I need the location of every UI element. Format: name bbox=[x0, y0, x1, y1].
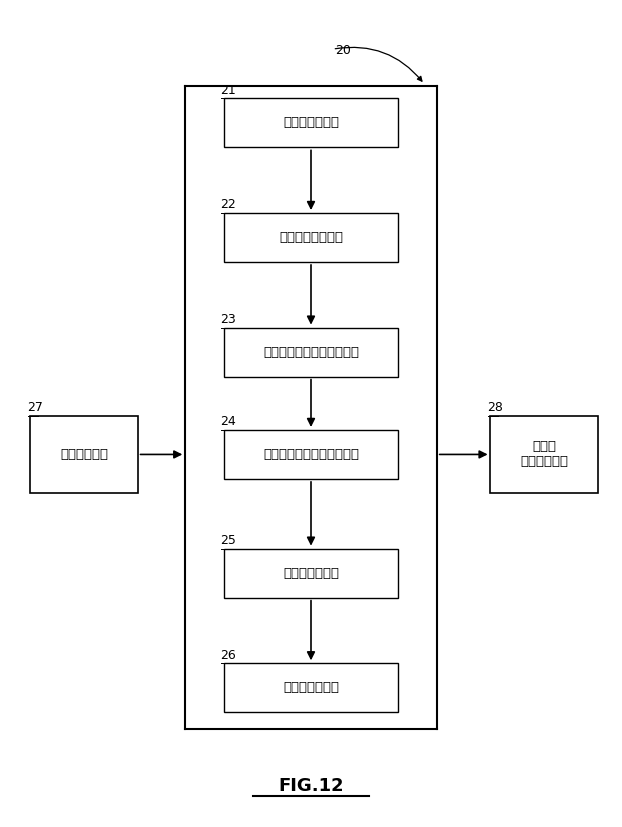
Bar bbox=[223, 430, 399, 479]
Bar bbox=[223, 327, 399, 376]
Text: 製品を組立てる: 製品を組立てる bbox=[283, 681, 339, 694]
Bar bbox=[223, 548, 399, 598]
Text: 21: 21 bbox=[220, 84, 236, 97]
Bar bbox=[30, 415, 137, 494]
Bar bbox=[491, 415, 598, 494]
Text: FIG.12: FIG.12 bbox=[278, 777, 344, 795]
Text: 20: 20 bbox=[335, 45, 351, 57]
Text: 23: 23 bbox=[220, 313, 236, 326]
Text: 25: 25 bbox=[220, 534, 236, 547]
Bar bbox=[223, 663, 399, 712]
Text: 焼結した成形物を仕上げる: 焼結した成形物を仕上げる bbox=[263, 448, 359, 461]
Text: 設計仕様など: 設計仕様など bbox=[60, 448, 108, 461]
Text: 24: 24 bbox=[220, 415, 236, 428]
Text: 22: 22 bbox=[220, 198, 236, 211]
Text: 成形物を形成する: 成形物を形成する bbox=[279, 231, 343, 244]
Bar bbox=[223, 213, 399, 262]
Text: 検査、
品質管理など: 検査、 品質管理など bbox=[520, 441, 568, 468]
Text: 26: 26 bbox=[220, 648, 236, 662]
Text: 28: 28 bbox=[488, 401, 503, 414]
Text: 27: 27 bbox=[27, 401, 43, 414]
Text: 粉末を作製する: 粉末を作製する bbox=[283, 117, 339, 129]
Text: 形成した成形物を焼結する: 形成した成形物を焼結する bbox=[263, 346, 359, 359]
Bar bbox=[223, 98, 399, 147]
Text: 装置を組立てる: 装置を組立てる bbox=[283, 566, 339, 580]
